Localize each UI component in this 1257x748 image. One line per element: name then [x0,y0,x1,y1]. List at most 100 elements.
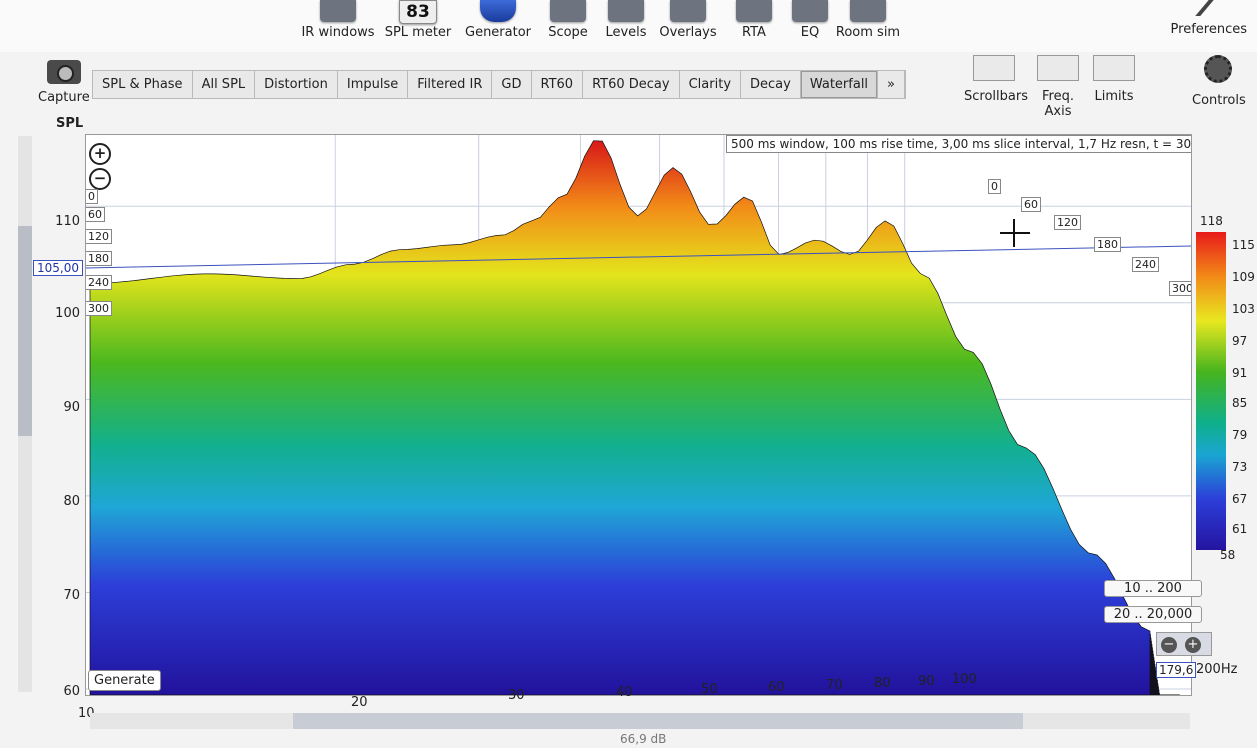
color-scale-tick: 61 [1232,522,1248,536]
x-zoom-controls: − + [1156,632,1212,656]
room-sim-label: Room sim [835,25,901,40]
controls-button[interactable]: Controls [1192,55,1246,108]
x-tick: 80 [874,676,891,691]
cursor-level-line [86,245,1191,269]
eq-icon [792,0,828,22]
color-scale-tick: 103 [1232,302,1255,316]
tab-waterfall[interactable]: Waterfall [800,71,879,98]
tab-gd[interactable]: GD [492,71,532,98]
color-scale-tick: 85 [1232,396,1248,410]
waterfall-plot[interactable]: + − 500 ms window, 100 ms rise time, 3,0… [85,134,1192,696]
vertical-scrollbar[interactable] [18,136,32,692]
top-toolbar: IR windows 83 SPL meter Generator Scope … [0,0,1257,52]
slice-label-left: 60 [86,207,105,222]
crosshair-cursor [1000,219,1030,247]
generator-button[interactable]: Generator [465,0,531,40]
levels-button[interactable]: Levels [605,0,647,40]
overlays-icon [670,0,706,22]
zoom-in-icon[interactable]: + [89,143,111,165]
tab-distortion[interactable]: Distortion [255,71,338,98]
y-axis-label: SPL [56,116,84,131]
x-zoom-in-icon[interactable]: + [1185,637,1201,653]
gear-icon [1204,55,1232,83]
scope-label: Scope [548,25,588,40]
tab-spl-phase[interactable]: SPL & Phase [93,71,193,98]
x-tick: 50 [701,682,718,697]
horizontal-scrollbar[interactable] [90,713,1190,729]
ir-windows-button[interactable]: IR windows [301,0,375,40]
y-tick: 60 [63,684,80,699]
color-scale-max: 118 [1200,214,1223,228]
tab-impulse[interactable]: Impulse [337,71,409,98]
freq-axis-icon [1037,55,1079,81]
scope-icon [550,0,586,22]
ir-windows-icon [320,0,356,22]
slice-label-left: 120 [86,229,112,244]
zoom-out-icon[interactable]: − [89,168,111,190]
generator-icon [480,0,516,22]
ir-windows-label: IR windows [301,25,375,40]
x-zoom-out-icon[interactable]: − [1161,637,1177,653]
scope-button[interactable]: Scope [548,0,588,40]
tab-decay[interactable]: Decay [741,71,801,98]
rta-label: RTA [742,25,766,40]
limits-button[interactable]: Limits [1092,55,1136,104]
vertical-scroll-thumb[interactable] [18,226,32,436]
slice-label-left: 0 [86,189,98,204]
room-sim-button[interactable]: Room sim [836,0,900,40]
preferences-button[interactable]: Preferences [1170,22,1247,37]
slice-label-left: 180 [86,251,112,266]
tab-clarity[interactable]: Clarity [679,71,742,98]
color-scale-tick: 97 [1232,334,1248,348]
y-tick: 100 [55,306,80,321]
tab-rt60[interactable]: RT60 [531,71,584,98]
x-tick: 60 [768,680,785,695]
eq-button[interactable]: EQ [790,0,830,40]
tab-filtered-ir[interactable]: Filtered IR [408,71,493,98]
controls-label: Controls [1192,93,1246,108]
slice-label-right: 180 [1094,237,1121,252]
scrollbars-icon [973,55,1015,81]
eq-label: EQ [800,25,820,40]
tab-more[interactable]: » [878,71,906,98]
levels-label: Levels [605,25,647,40]
freq-range-preset-1[interactable]: 10 .. 200 [1104,580,1202,597]
slice-label-right: 120 [1054,215,1081,230]
cursor-value-box: 105,00 [33,260,83,276]
scrollbars-button[interactable]: Scrollbars [964,55,1028,104]
spl-meter-label: SPL meter [384,25,452,40]
waterfall-slices [86,140,1191,695]
y-tick: 90 [63,400,80,415]
generator-label: Generator [464,25,532,40]
x-tick-max: 200Hz [1196,662,1238,677]
color-scale-tick: 67 [1232,492,1248,506]
color-scale-tick: 91 [1232,366,1248,380]
slice-label-left: 240 [86,275,112,290]
scrollbars-label: Scrollbars [964,89,1028,104]
color-scale-tick: 109 [1232,270,1255,284]
generate-button[interactable]: Generate [88,670,161,691]
horizontal-scroll-thumb[interactable] [293,713,1023,729]
x-tick: 100 [952,672,977,687]
y-tick: 80 [63,494,80,509]
rta-button[interactable]: RTA [734,0,774,40]
rta-icon [736,0,772,22]
tab-all-spl[interactable]: All SPL [192,71,256,98]
limits-label: Limits [1094,89,1134,104]
spl-meter-button[interactable]: 83 SPL meter [385,0,451,40]
color-scale [1196,232,1226,550]
overlays-button[interactable]: Overlays [659,0,717,40]
levels-icon [608,0,644,22]
slice-label-right: 240 [1132,257,1159,272]
color-scale-tick: 73 [1232,460,1248,474]
preferences-icon[interactable] [1171,0,1214,16]
color-scale-tick: 115 [1232,238,1255,252]
freq-axis-label: Freq. Axis [1042,89,1074,119]
limits-icon [1093,55,1135,81]
tab-rt60-decay[interactable]: RT60 Decay [583,71,680,98]
freq-range-preset-2[interactable]: 20 .. 20,000 [1104,606,1202,623]
slice-label-right: 60 [1021,197,1041,212]
freq-axis-button[interactable]: Freq. Axis [1028,55,1088,119]
capture-button[interactable]: Capture [38,60,90,105]
capture-label: Capture [38,90,90,105]
